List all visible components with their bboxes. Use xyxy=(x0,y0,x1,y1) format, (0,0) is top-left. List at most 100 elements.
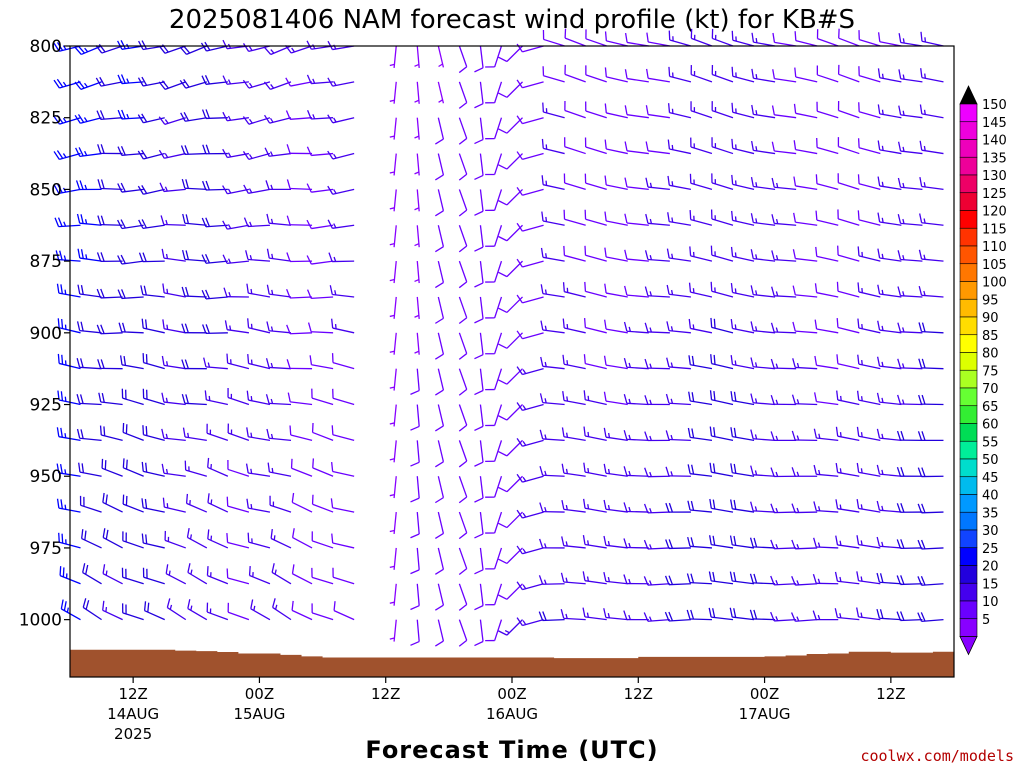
barb-half-feather xyxy=(414,243,420,247)
barb-half-feather xyxy=(796,471,800,477)
barb-staff xyxy=(205,260,228,264)
barb-feather xyxy=(57,353,60,364)
wind-barb xyxy=(474,440,484,467)
wind-barb xyxy=(857,282,881,298)
barb-half-feather xyxy=(755,290,758,296)
barb-staff xyxy=(647,618,670,622)
wind-barb xyxy=(856,462,881,477)
barb-feather xyxy=(646,32,649,43)
wind-barb xyxy=(485,547,503,570)
barb-staff xyxy=(416,296,420,319)
barb-feather xyxy=(474,282,484,288)
barb-feather xyxy=(80,429,84,439)
barb-feather xyxy=(434,389,444,396)
barb-half-feather xyxy=(269,117,274,123)
barb-feather xyxy=(434,317,444,324)
barb-half-feather xyxy=(414,99,420,103)
barb-feather xyxy=(541,211,544,222)
barb-staff xyxy=(795,185,818,191)
wind-barb xyxy=(790,612,818,622)
barb-staff xyxy=(647,150,670,155)
barb-feather xyxy=(857,174,860,184)
barb-feather xyxy=(540,320,544,331)
barb-feather xyxy=(857,210,860,220)
barb-half-feather xyxy=(169,604,173,610)
wind-barb xyxy=(668,66,692,83)
barb-staff xyxy=(122,431,144,441)
barb-half-feather xyxy=(839,468,842,474)
barb-staff xyxy=(900,114,923,119)
barb-feather xyxy=(246,283,249,294)
barb-half-feather xyxy=(754,506,758,512)
barb-feather xyxy=(582,535,586,545)
barb-staff xyxy=(79,402,102,406)
barb-feather xyxy=(750,321,754,331)
wind-barb xyxy=(920,31,944,47)
barb-staff xyxy=(437,225,445,247)
barb-feather xyxy=(187,563,191,573)
barb-feather xyxy=(183,78,190,88)
barb-feather xyxy=(709,390,713,400)
wind-barb xyxy=(643,612,670,622)
wind-barb xyxy=(474,117,484,145)
wind-barb xyxy=(60,599,81,621)
wind-barb xyxy=(583,462,607,477)
barb-staff xyxy=(879,401,902,406)
wind-barb xyxy=(458,476,468,504)
barb-feather xyxy=(434,210,444,217)
colorbar-label: 100 xyxy=(982,276,1007,291)
wind-barb xyxy=(711,101,734,119)
wind-barb xyxy=(816,65,839,83)
wind-barb xyxy=(485,368,503,391)
barb-staff xyxy=(626,510,649,513)
barb-feather xyxy=(688,282,692,293)
barb-feather xyxy=(624,213,628,224)
barb-half-feather xyxy=(734,324,737,330)
wind-barb xyxy=(918,285,944,298)
barb-staff xyxy=(522,117,544,125)
barb-staff xyxy=(543,75,565,83)
barb-feather xyxy=(270,528,273,539)
barb-staff xyxy=(543,111,565,119)
wind-barb xyxy=(644,250,670,262)
barb-feather xyxy=(79,180,84,190)
barb-staff xyxy=(732,508,755,513)
barb-half-feather xyxy=(389,135,395,138)
wind-barb xyxy=(331,425,355,442)
barb-feather xyxy=(100,252,105,262)
barb-feather xyxy=(664,611,670,622)
wind-barb xyxy=(485,440,503,462)
barb-staff xyxy=(564,327,586,334)
barb-feather xyxy=(458,388,468,396)
barb-half-feather xyxy=(389,637,395,640)
barb-half-feather xyxy=(839,432,842,437)
barb-feather xyxy=(729,535,733,546)
colorbar-label: 150 xyxy=(982,98,1007,113)
barb-staff xyxy=(247,224,270,228)
barb-staff xyxy=(393,583,397,606)
barb-feather xyxy=(921,322,926,332)
barb-staff xyxy=(332,188,355,195)
wind-barb xyxy=(414,296,420,319)
barb-staff xyxy=(690,400,713,406)
barb-feather xyxy=(540,247,544,258)
barb-feather xyxy=(200,42,207,52)
barb-staff xyxy=(585,290,607,298)
wind-barb xyxy=(498,332,523,349)
barb-feather xyxy=(207,529,210,539)
barb-staff xyxy=(79,366,102,370)
barb-feather xyxy=(686,573,691,583)
barb-staff xyxy=(79,152,102,158)
wind-barb xyxy=(562,354,586,370)
barb-feather xyxy=(790,612,796,622)
barb-feather xyxy=(161,392,165,403)
barb-staff xyxy=(437,45,445,68)
wind-barb xyxy=(246,283,271,298)
barb-feather xyxy=(306,109,312,120)
barb-staff xyxy=(290,224,313,226)
wind-barb xyxy=(96,288,123,299)
barb-half-feather xyxy=(881,469,884,475)
wind-barb xyxy=(204,390,228,406)
barb-feather xyxy=(560,572,565,583)
wind-barb xyxy=(286,252,313,263)
